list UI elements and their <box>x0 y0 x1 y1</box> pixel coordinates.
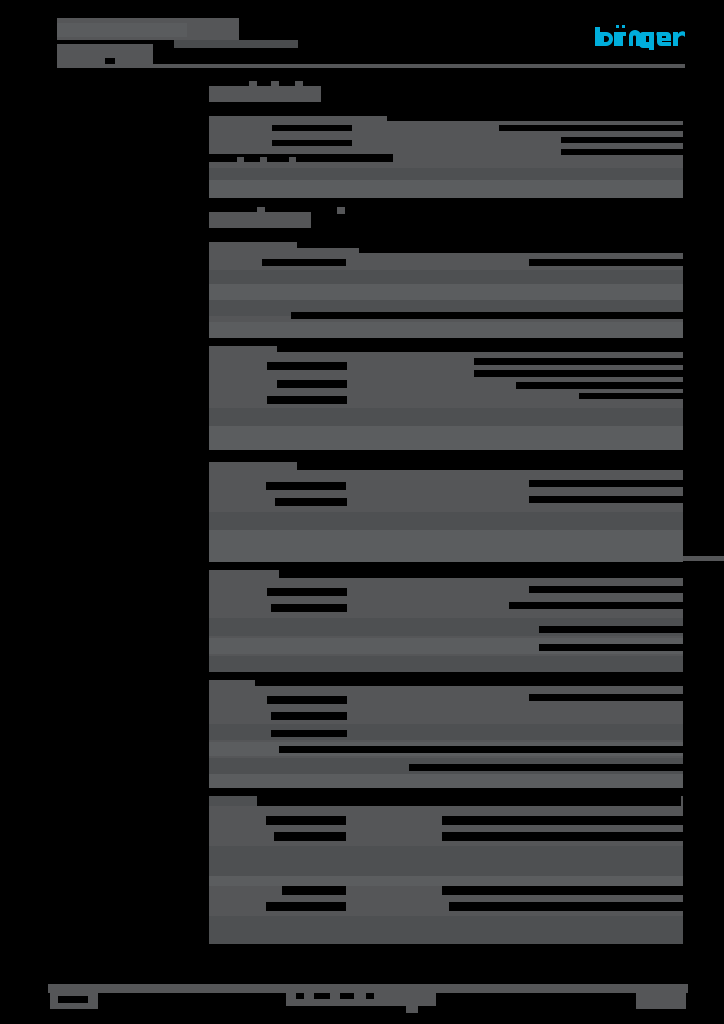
spec-block <box>209 570 683 672</box>
spec-block <box>209 242 683 338</box>
footer-rule <box>48 984 688 993</box>
section-heading-2-bar <box>209 212 311 228</box>
heading-tick <box>257 207 265 214</box>
heading-tick <box>249 81 257 88</box>
document-body <box>209 81 683 952</box>
spec-block <box>209 346 683 450</box>
document-header <box>57 18 685 68</box>
heading-tick <box>295 81 303 88</box>
drager-logo <box>595 24 685 50</box>
footer-right-text <box>636 993 686 1009</box>
spec-block <box>209 680 683 788</box>
section-heading-1 <box>209 81 683 106</box>
heading-tick <box>337 207 345 214</box>
document-footer <box>48 984 688 1018</box>
heading-tick <box>271 81 279 88</box>
section-heading-1-bar <box>209 86 321 102</box>
section-heading-2 <box>209 207 683 232</box>
right-margin-marker <box>683 556 724 561</box>
spec-block <box>209 796 683 944</box>
title-notch <box>105 58 115 68</box>
spec-block <box>209 116 683 198</box>
page-subtitle <box>174 40 298 48</box>
header-rule <box>57 64 685 68</box>
page-title-line1-overlay <box>57 23 187 37</box>
spec-block <box>209 458 683 562</box>
